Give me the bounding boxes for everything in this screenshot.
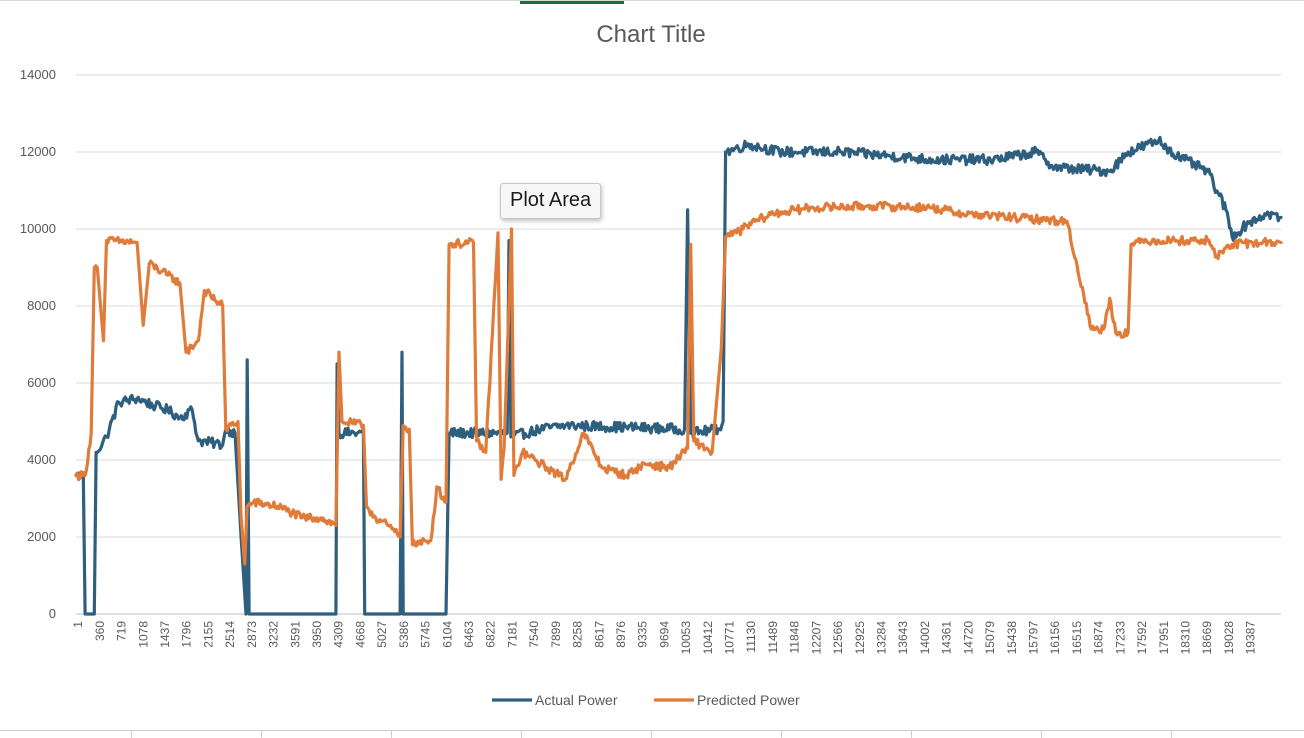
legend-label: Predicted Power — [697, 692, 800, 708]
plot-area-tooltip: Plot Area — [500, 183, 602, 219]
x-tick-label: 3232 — [267, 621, 281, 648]
x-tick-label: 1 — [71, 621, 85, 628]
x-tick-label: 11130 — [744, 621, 758, 653]
x-tick-label: 15797 — [1026, 621, 1040, 655]
y-tick-label: 6000 — [27, 375, 56, 390]
plot-area[interactable] — [74, 135, 1283, 616]
sheet-cell-divider — [1171, 731, 1172, 738]
sheet-cell-divider — [391, 731, 392, 738]
x-tick-label: 16156 — [1048, 621, 1062, 655]
x-tick-label: 2155 — [201, 621, 215, 648]
legend-label: Actual Power — [535, 692, 618, 708]
x-tick-label: 17951 — [1157, 621, 1171, 655]
x-tick-label: 3591 — [288, 621, 302, 648]
y-tick-label: 0 — [49, 606, 56, 621]
x-tick-label: 9335 — [636, 621, 650, 648]
x-tick-label: 19387 — [1244, 621, 1258, 655]
x-tick-label: 2873 — [245, 621, 259, 648]
x-tick-label: 18310 — [1178, 621, 1192, 655]
sheet-cell-divider — [911, 731, 912, 738]
y-tick-label: 8000 — [27, 298, 56, 313]
x-tick-label: 17592 — [1135, 621, 1149, 655]
x-tick-label: 6822 — [484, 621, 498, 648]
x-tick-label: 7540 — [527, 621, 541, 648]
sheet-cell-divider — [1041, 731, 1042, 738]
x-tick-label: 4309 — [332, 621, 346, 648]
x-tick-label: 6104 — [440, 621, 454, 648]
x-tick-label: 7899 — [549, 621, 563, 648]
x-tick-label: 10771 — [723, 621, 737, 655]
sheet-cell-divider — [521, 731, 522, 738]
spreadsheet-grid-strip — [0, 730, 1304, 738]
x-tick-label: 6463 — [462, 621, 476, 648]
series-line-predicted-power[interactable] — [74, 200, 1283, 566]
y-tick-label: 12000 — [20, 144, 56, 159]
x-tick-label: 10412 — [701, 621, 715, 655]
legend[interactable]: Actual Power Predicted Power — [492, 692, 800, 708]
x-tick-label: 4668 — [353, 621, 367, 648]
sheet-cell-divider — [651, 731, 652, 738]
chart-title[interactable]: Chart Title — [596, 21, 705, 48]
x-tick-label: 5386 — [397, 621, 411, 648]
x-tick-label: 2514 — [223, 621, 237, 648]
y-tick-label: 4000 — [27, 452, 56, 467]
x-tick-label: 18669 — [1200, 621, 1214, 655]
x-tick-label: 14361 — [940, 621, 954, 655]
x-tick-label: 15079 — [983, 621, 997, 655]
x-tick-label: 15438 — [1005, 621, 1019, 655]
selection-indicator — [520, 1, 624, 4]
y-axis-ticks: 0 2000 4000 6000 8000 10000 12000 14000 — [20, 67, 56, 621]
y-tick-label: 10000 — [20, 221, 56, 236]
x-tick-label: 7181 — [505, 621, 519, 648]
y-tick-label: 2000 — [27, 529, 56, 544]
x-tick-label: 1796 — [180, 621, 194, 648]
x-tick-label: 5745 — [419, 621, 433, 648]
x-tick-label: 719 — [115, 621, 129, 641]
x-tick-label: 12925 — [853, 621, 867, 655]
x-tick-label: 360 — [93, 621, 107, 641]
x-tick-label: 5027 — [375, 621, 389, 648]
x-tick-label: 14720 — [961, 621, 975, 655]
gridlines — [76, 74, 1281, 615]
x-tick-label: 10053 — [679, 621, 693, 655]
y-tick-label: 14000 — [20, 67, 56, 82]
x-tick-label: 9694 — [657, 621, 671, 648]
sheet-cell-divider — [131, 731, 132, 738]
x-tick-label: 12207 — [809, 621, 823, 655]
x-tick-label: 1437 — [158, 621, 172, 648]
x-tick-label: 3950 — [310, 621, 324, 648]
x-tick-label: 1078 — [136, 621, 150, 648]
x-tick-label: 14002 — [918, 621, 932, 655]
x-tick-label: 8258 — [571, 621, 585, 648]
x-tick-label: 19028 — [1222, 621, 1236, 655]
sheet-cell-divider — [781, 731, 782, 738]
x-tick-label: 16515 — [1070, 621, 1084, 655]
x-tick-label: 17233 — [1113, 621, 1127, 655]
x-tick-label: 8976 — [614, 621, 628, 648]
x-tick-label: 11848 — [788, 621, 802, 654]
x-tick-label: 16874 — [1092, 621, 1106, 655]
x-tick-label: 8617 — [592, 621, 606, 648]
x-tick-label: 11489 — [766, 621, 780, 654]
x-tick-label: 13284 — [875, 621, 889, 655]
series-line-actual-power[interactable] — [74, 135, 1283, 616]
sheet-cell-divider — [261, 731, 262, 738]
x-tick-label: 13643 — [896, 621, 910, 655]
x-tick-label: 12566 — [831, 621, 845, 655]
x-axis-ticks: 1 360 719 1078 1437 1796 2155 2514 2873 3232 3591 3… — [71, 621, 1257, 655]
